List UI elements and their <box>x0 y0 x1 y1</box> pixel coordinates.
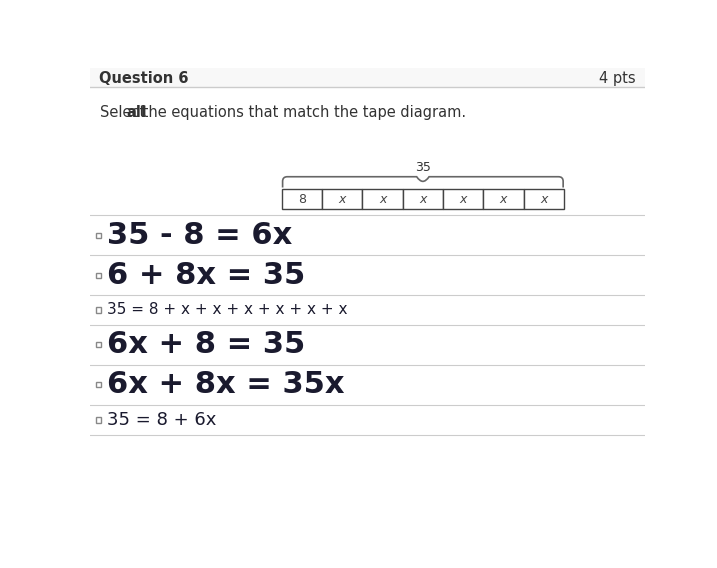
Bar <box>443 189 483 209</box>
Text: x: x <box>540 193 548 206</box>
Text: 6 + 8x = 35: 6 + 8x = 35 <box>107 261 305 290</box>
Text: 35 - 8 = 6x: 35 - 8 = 6x <box>107 221 292 250</box>
Text: 4 pts: 4 pts <box>599 70 636 86</box>
Text: 6x + 8x = 35x: 6x + 8x = 35x <box>107 370 344 399</box>
Text: Question 6: Question 6 <box>99 70 189 86</box>
Text: x: x <box>500 193 507 206</box>
Text: 35 = 8 + x + x + x + x + x + x: 35 = 8 + x + x + x + x + x + x <box>107 302 347 318</box>
Text: 35: 35 <box>415 161 431 174</box>
Bar <box>322 189 362 209</box>
Text: x: x <box>460 193 467 206</box>
Bar <box>96 417 101 423</box>
Bar <box>96 382 101 387</box>
Bar <box>282 189 322 209</box>
Bar <box>96 273 101 278</box>
Bar <box>96 307 101 312</box>
Bar <box>90 68 645 87</box>
Bar <box>483 189 523 209</box>
Text: Select: Select <box>100 105 151 120</box>
Text: 8: 8 <box>298 193 306 206</box>
Bar <box>403 189 443 209</box>
Text: x: x <box>338 193 346 206</box>
Text: the equations that match the tape diagram.: the equations that match the tape diagra… <box>138 105 466 120</box>
Text: 35 = 8 + 6x: 35 = 8 + 6x <box>107 411 216 429</box>
Bar <box>362 189 403 209</box>
Text: x: x <box>419 193 427 206</box>
Bar <box>523 189 564 209</box>
Bar <box>96 232 101 238</box>
Bar <box>96 342 101 347</box>
Text: 6x + 8 = 35: 6x + 8 = 35 <box>107 330 305 359</box>
Text: x: x <box>379 193 386 206</box>
Text: all: all <box>126 105 146 120</box>
